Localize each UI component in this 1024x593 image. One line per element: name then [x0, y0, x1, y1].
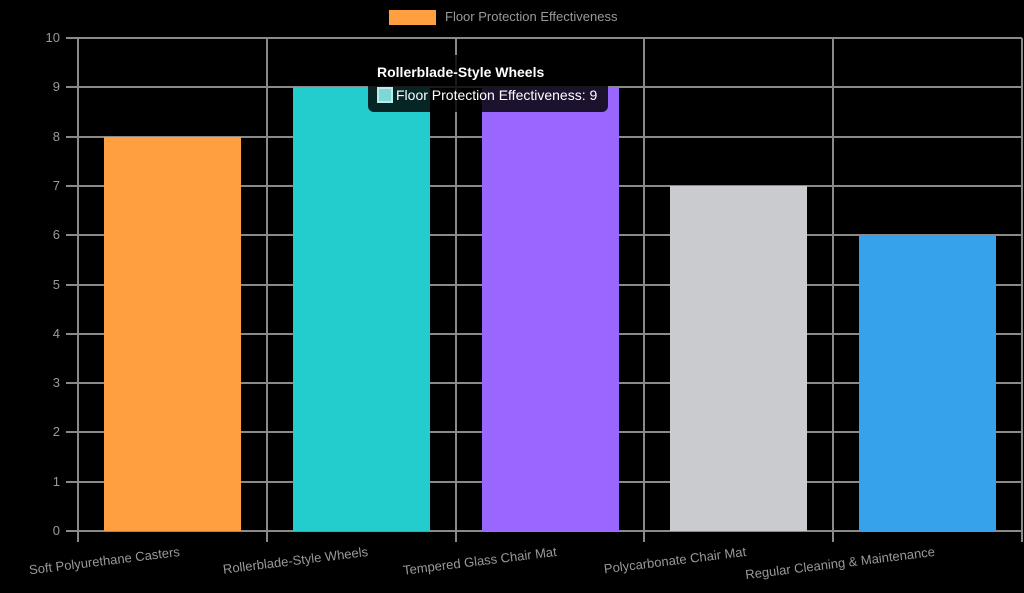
y-tick-8	[66, 135, 78, 138]
y-tick-3	[66, 382, 78, 385]
y-tick-label-10: 10	[45, 30, 60, 45]
y-tick-label-1: 1	[52, 473, 60, 489]
bar-soft-polyurethane-casters[interactable]	[103, 136, 241, 531]
y-tick-label-2: 2	[52, 424, 60, 440]
bar-polycarbonate-chair-mat[interactable]	[670, 185, 808, 531]
legend-label: Floor Protection Effectiveness	[445, 9, 618, 24]
y-tick-label-8: 8	[52, 128, 60, 144]
x-tick-3	[643, 530, 646, 542]
x-tick-5	[1021, 530, 1023, 542]
y-tick-10	[66, 37, 78, 39]
x-tick-label-3: Tempered Glass Chair Mat	[402, 544, 558, 578]
x-tick-label-2: Rollerblade-Style Wheels	[222, 544, 370, 577]
x-tick-4	[832, 530, 835, 542]
y-tick-1	[66, 480, 78, 483]
x-tick-label-4: Polycarbonate Chair Mat	[602, 544, 747, 577]
bar-tempered-glass-chair-mat[interactable]	[481, 87, 619, 531]
gridline-x-1	[265, 38, 268, 531]
y-tick-label-3: 3	[52, 375, 60, 391]
y-tick-label-5: 5	[52, 276, 60, 292]
tooltip-title: Rollerblade-Style Wheels	[377, 64, 545, 80]
bar-regular-cleaning-maintenance[interactable]	[859, 235, 997, 531]
y-tick-0	[66, 530, 78, 532]
x-tick-0	[77, 530, 79, 542]
gridline-x-4	[832, 38, 835, 531]
y-tick-9	[66, 86, 78, 89]
x-tick-2	[454, 530, 457, 542]
gridline-y-10	[78, 37, 1022, 39]
legend-swatch	[389, 9, 436, 25]
y-tick-label-9: 9	[52, 79, 60, 95]
gridline-x-2	[454, 38, 457, 531]
y-tick-6	[66, 234, 78, 237]
y-tick-label-0: 0	[52, 523, 60, 538]
x-tick-label-1: Soft Polyurethane Casters	[27, 544, 181, 578]
y-tick-label-4: 4	[52, 325, 60, 341]
y-axis-line	[77, 38, 79, 531]
y-tick-label-6: 6	[52, 227, 60, 243]
x-tick-1	[265, 530, 268, 542]
gridline-y-0	[78, 530, 1022, 532]
y-tick-2	[66, 431, 78, 434]
y-tick-label-7: 7	[52, 177, 60, 193]
x-tick-label-5: Regular Cleaning & Maintenance	[744, 544, 936, 583]
bar-rollerblade-style-wheels[interactable]	[292, 87, 430, 531]
legend-item[interactable]: Floor Protection Effectiveness	[389, 9, 617, 25]
y-tick-7	[66, 184, 78, 187]
gridline-x-3	[643, 38, 646, 531]
y-tick-5	[66, 283, 78, 286]
y-tick-4	[66, 332, 78, 335]
gridline-x-5	[1021, 38, 1023, 531]
